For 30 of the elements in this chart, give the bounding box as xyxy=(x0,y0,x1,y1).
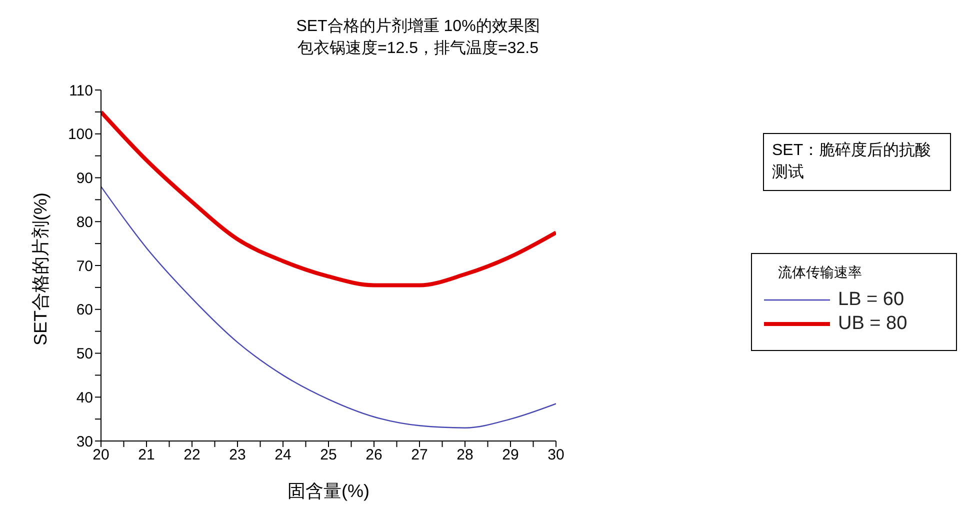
x-tick-label: 25 xyxy=(320,446,337,464)
y-tick-label: 100 xyxy=(68,126,93,144)
legend-label: UB = 80 xyxy=(837,312,908,336)
x-tick-label: 26 xyxy=(366,446,382,464)
x-tick-label: 28 xyxy=(456,446,474,464)
chart-title: SET合格的片剂增重 10%的效果图 xyxy=(295,16,541,37)
y-tick-label: 110 xyxy=(69,82,93,100)
x-tick-label: 22 xyxy=(184,446,200,464)
chart-subtitle: 包衣锅速度=12.5，排气温度=32.5 xyxy=(296,38,540,59)
legend-label: LB = 60 xyxy=(837,288,906,312)
legend-title: 流体传输速率 xyxy=(778,264,863,282)
y-axis-title: SET合格的片剂(%) xyxy=(30,192,50,346)
x-tick-label: 21 xyxy=(138,446,155,464)
line-series xyxy=(101,186,556,428)
x-tick-label: 30 xyxy=(548,446,564,464)
y-tick-label: 90 xyxy=(76,170,93,188)
y-tick-label: 60 xyxy=(76,302,93,319)
x-tick-label: 27 xyxy=(411,446,428,464)
line-series xyxy=(101,110,556,288)
y-tick-label: 80 xyxy=(76,214,93,231)
text: SET：脆碎度后的抗酸测试 xyxy=(763,133,951,191)
y-tick-label: 40 xyxy=(76,389,93,406)
x-axis-title: 固含量(%) xyxy=(288,481,370,501)
x-tick-label: 24 xyxy=(274,446,292,464)
x-tick-label: 29 xyxy=(502,446,519,464)
x-tick-label: 20 xyxy=(92,446,110,464)
y-tick-label: 30 xyxy=(76,433,93,450)
y-tick-label: 70 xyxy=(76,258,93,275)
y-tick-label: 50 xyxy=(76,346,93,363)
x-tick-label: 23 xyxy=(229,446,246,464)
